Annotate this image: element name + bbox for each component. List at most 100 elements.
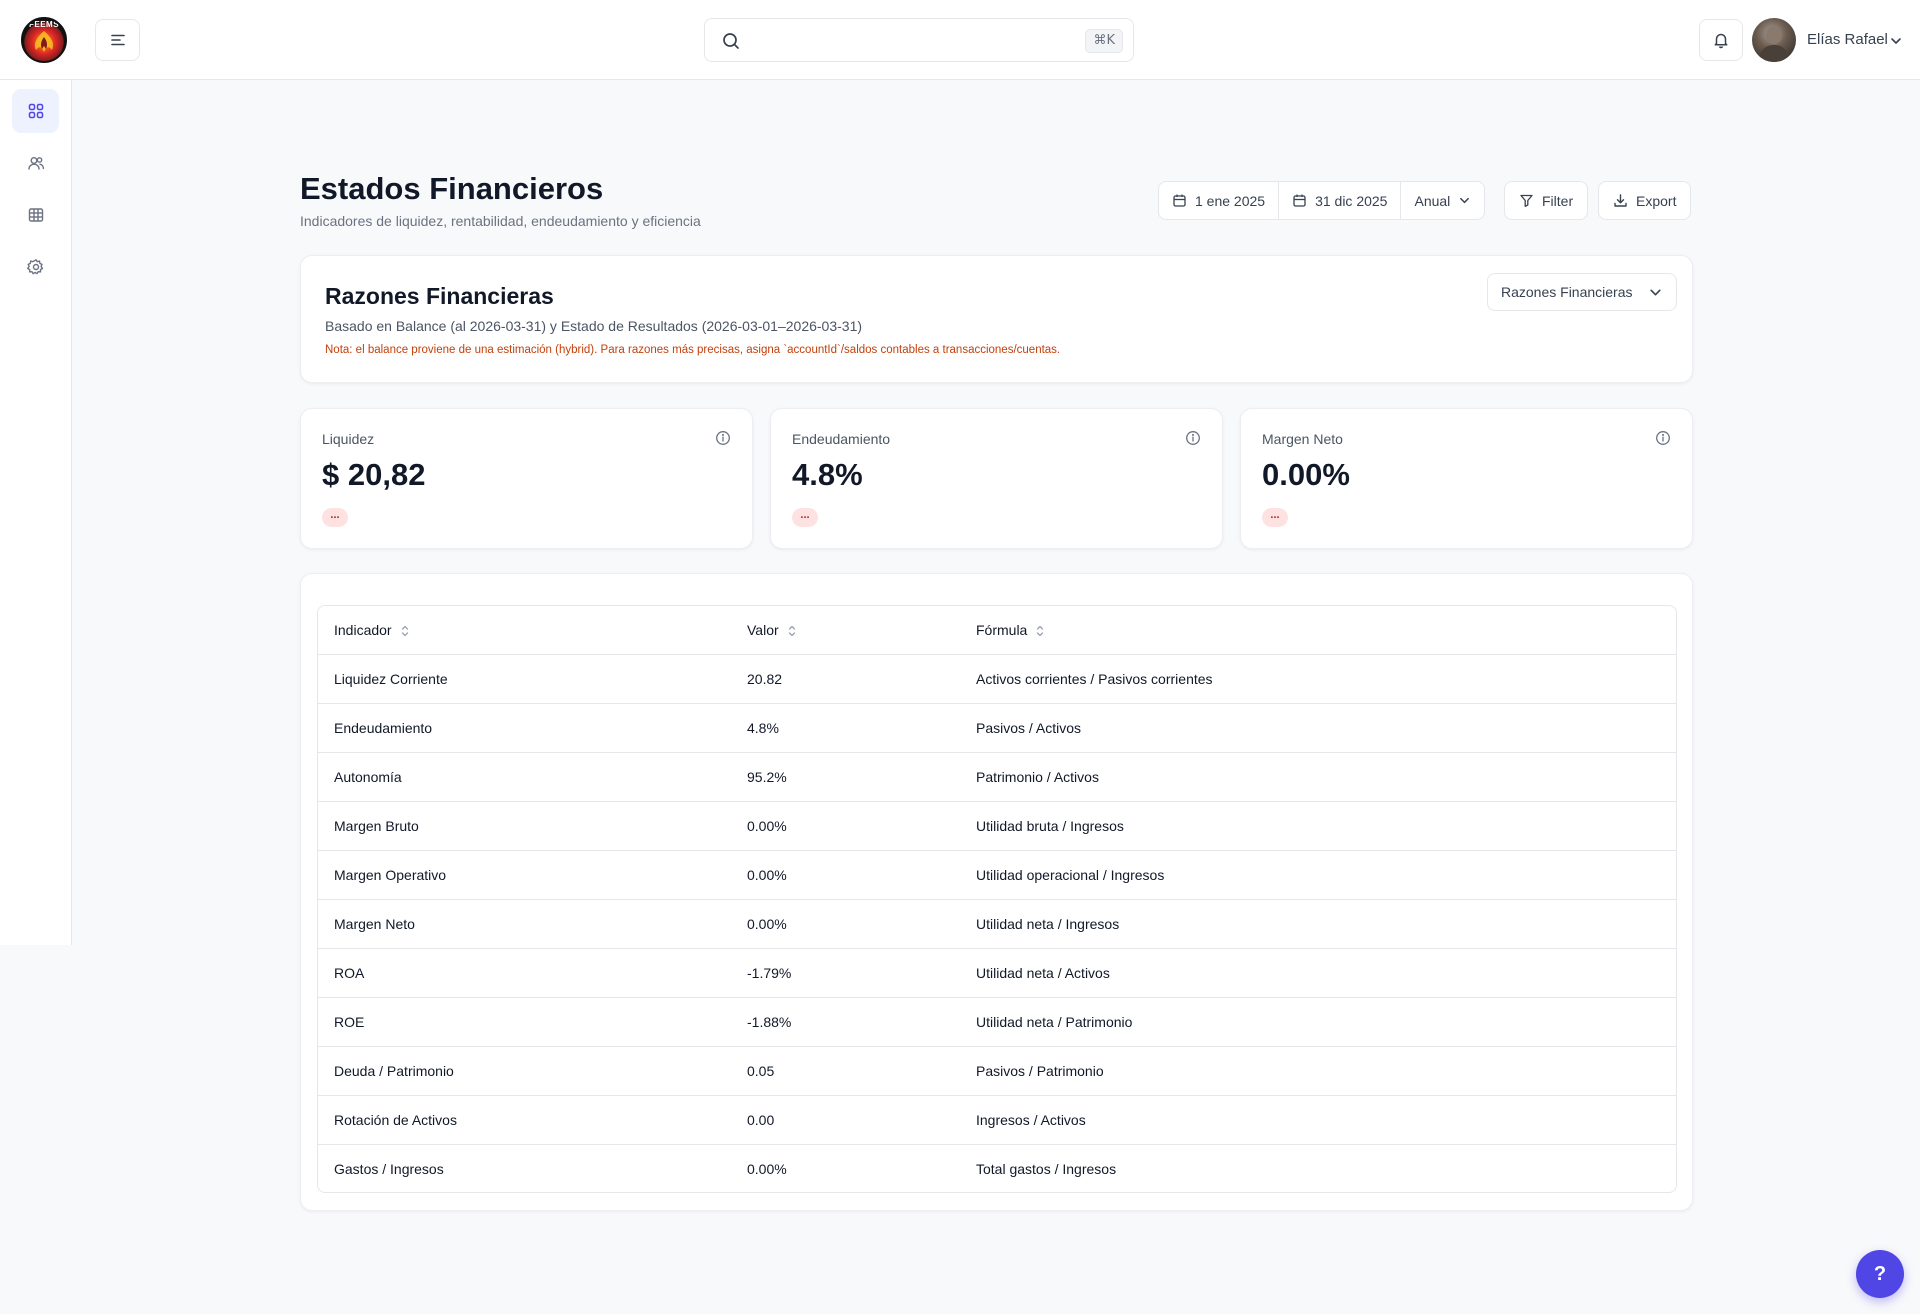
table-row: Margen Operativo 0.00% Utilidad operacio… [318, 851, 1676, 900]
cell-formula: Patrimonio / Activos [976, 769, 1099, 785]
table-row: ROA -1.79% Utilidad neta / Activos [318, 949, 1676, 998]
column-header-label: Fórmula [976, 622, 1028, 638]
column-header-indicador[interactable]: Indicador [334, 606, 410, 655]
sort-icon [1037, 625, 1044, 636]
users-icon [27, 157, 44, 170]
cell-formula: Activos corrientes / Pasivos corrientes [976, 671, 1213, 687]
page-title: Estados Financieros [300, 171, 604, 206]
gear-icon [26, 259, 43, 275]
chevron-down-icon [1460, 197, 1470, 204]
cell-valor: 0.00% [747, 916, 787, 932]
cell-indicador: Autonomía [334, 769, 402, 785]
user-avatar[interactable] [1752, 18, 1796, 62]
cell-indicador: ROA [334, 965, 365, 981]
cell-formula: Utilidad bruta / Ingresos [976, 818, 1124, 834]
start-date-label: 1 ene 2025 [1195, 192, 1266, 209]
cell-indicador: Margen Bruto [334, 818, 419, 834]
table-icon [28, 208, 43, 222]
end-date-label: 31 dic 2025 [1315, 192, 1388, 209]
calendar-icon [1173, 194, 1186, 207]
menu-icon [110, 34, 125, 46]
metric-value: 0.00% [1262, 457, 1350, 492]
sidebar-item-table[interactable] [12, 193, 59, 237]
export-button[interactable]: Export [1598, 181, 1692, 220]
metric-label: Endeudamiento [792, 431, 891, 447]
table-row: Gastos / Ingresos 0.00% Total gastos / I… [318, 1145, 1676, 1192]
cell-valor: -1.88% [747, 1014, 792, 1030]
table-header-row: Indicador Valor Fórmula [318, 606, 1676, 655]
metric-badge: ... [1262, 508, 1288, 527]
chevron-down-icon[interactable] [1889, 34, 1903, 48]
column-header-formula[interactable]: Fórmula [976, 606, 1045, 655]
period-select[interactable]: Anual [1401, 182, 1484, 219]
cell-formula: Utilidad neta / Patrimonio [976, 1014, 1133, 1030]
report-type-select[interactable]: Razones Financieras [1487, 273, 1677, 311]
chevron-down-icon [1650, 289, 1661, 295]
metric-value: $ 20,82 [322, 457, 426, 492]
column-header-valor[interactable]: Valor [747, 606, 797, 655]
metric-card-liquidez: Liquidez $ 20,82 ... [300, 408, 753, 549]
sidebar-item-settings[interactable] [12, 245, 59, 289]
date-range-picker: 1 ene 2025 31 dic 2025 Anual [1158, 181, 1486, 220]
cell-valor: 20.82 [747, 671, 783, 687]
info-icon[interactable] [1185, 430, 1201, 446]
table-row: Endeudamiento 4.8% Pasivos / Activos [318, 704, 1676, 753]
cell-formula: Pasivos / Activos [976, 720, 1082, 736]
page-subtitle: Indicadores de liquidez, rentabilidad, e… [300, 213, 701, 229]
calendar-icon [1293, 194, 1306, 207]
report-type-label: Razones Financieras [1501, 284, 1633, 300]
column-header-label: Valor [747, 622, 779, 638]
download-icon [1614, 194, 1627, 207]
cell-valor: 0.00% [747, 818, 787, 834]
cell-indicador: Rotación de Activos [334, 1112, 457, 1128]
sidebar-item-dashboard[interactable] [12, 89, 59, 133]
bell-icon [1714, 33, 1728, 49]
razones-card: Razones Financieras Basado en Balance (a… [300, 255, 1693, 383]
table-row: ROE -1.88% Utilidad neta / Patrimonio [318, 998, 1676, 1047]
cell-formula: Pasivos / Patrimonio [976, 1063, 1104, 1079]
dashboard-grid-icon [28, 103, 43, 119]
column-header-label: Indicador [334, 622, 392, 638]
cell-valor: -1.79% [747, 965, 792, 981]
cell-valor: 0.00% [747, 867, 787, 883]
table-row: Margen Bruto 0.00% Utilidad bruta / Ingr… [318, 802, 1676, 851]
cell-indicador: ROE [334, 1014, 365, 1030]
logo-text: FEEMS [28, 20, 60, 29]
filter-icon [1520, 194, 1533, 207]
sort-icon [788, 625, 795, 636]
razones-subtitle: Basado en Balance (al 2026-03-31) y Esta… [325, 318, 863, 334]
cell-valor: 0.00% [747, 1161, 787, 1177]
cell-formula: Ingresos / Activos [976, 1112, 1086, 1128]
search-box[interactable]: ⌘K [704, 18, 1134, 62]
period-label: Anual [1414, 192, 1451, 209]
cell-formula: Utilidad neta / Ingresos [976, 916, 1120, 932]
ratios-table: Indicador Valor Fórmula Liquidez Corrien… [317, 605, 1677, 1193]
info-icon[interactable] [715, 430, 731, 446]
cell-valor: 0.05 [747, 1063, 775, 1079]
cell-valor: 0.00 [747, 1112, 775, 1128]
cell-formula: Utilidad neta / Activos [976, 965, 1110, 981]
cell-indicador: Deuda / Patrimonio [334, 1063, 454, 1079]
table-row: Margen Neto 0.00% Utilidad neta / Ingres… [318, 900, 1676, 949]
help-button[interactable]: ? [1856, 1250, 1904, 1298]
sort-icon [401, 625, 408, 636]
notifications-button[interactable] [1699, 19, 1743, 61]
cell-indicador: Endeudamiento [334, 720, 433, 736]
table-row: Autonomía 95.2% Patrimonio / Activos [318, 753, 1676, 802]
metric-card-endeudamiento: Endeudamiento 4.8% ... [770, 408, 1223, 549]
app-logo[interactable]: FEEMS [21, 17, 67, 63]
search-input[interactable] [753, 27, 1053, 53]
metric-value: 4.8% [792, 457, 863, 492]
sidebar-item-users[interactable] [12, 141, 59, 185]
menu-toggle-button[interactable] [95, 19, 140, 61]
export-label: Export [1636, 192, 1677, 209]
top-bar: FEEMS ⌘K Elías Rafael [0, 0, 1920, 80]
info-icon[interactable] [1655, 430, 1671, 446]
start-date-button[interactable]: 1 ene 2025 [1159, 182, 1280, 219]
end-date-button[interactable]: 31 dic 2025 [1279, 182, 1402, 219]
filter-button[interactable]: Filter [1504, 181, 1589, 220]
cell-indicador: Liquidez Corriente [334, 671, 448, 687]
ratios-table-card: Indicador Valor Fórmula Liquidez Corrien… [300, 573, 1693, 1211]
metric-label: Liquidez [322, 431, 375, 447]
user-name[interactable]: Elías Rafael [1807, 31, 1888, 48]
